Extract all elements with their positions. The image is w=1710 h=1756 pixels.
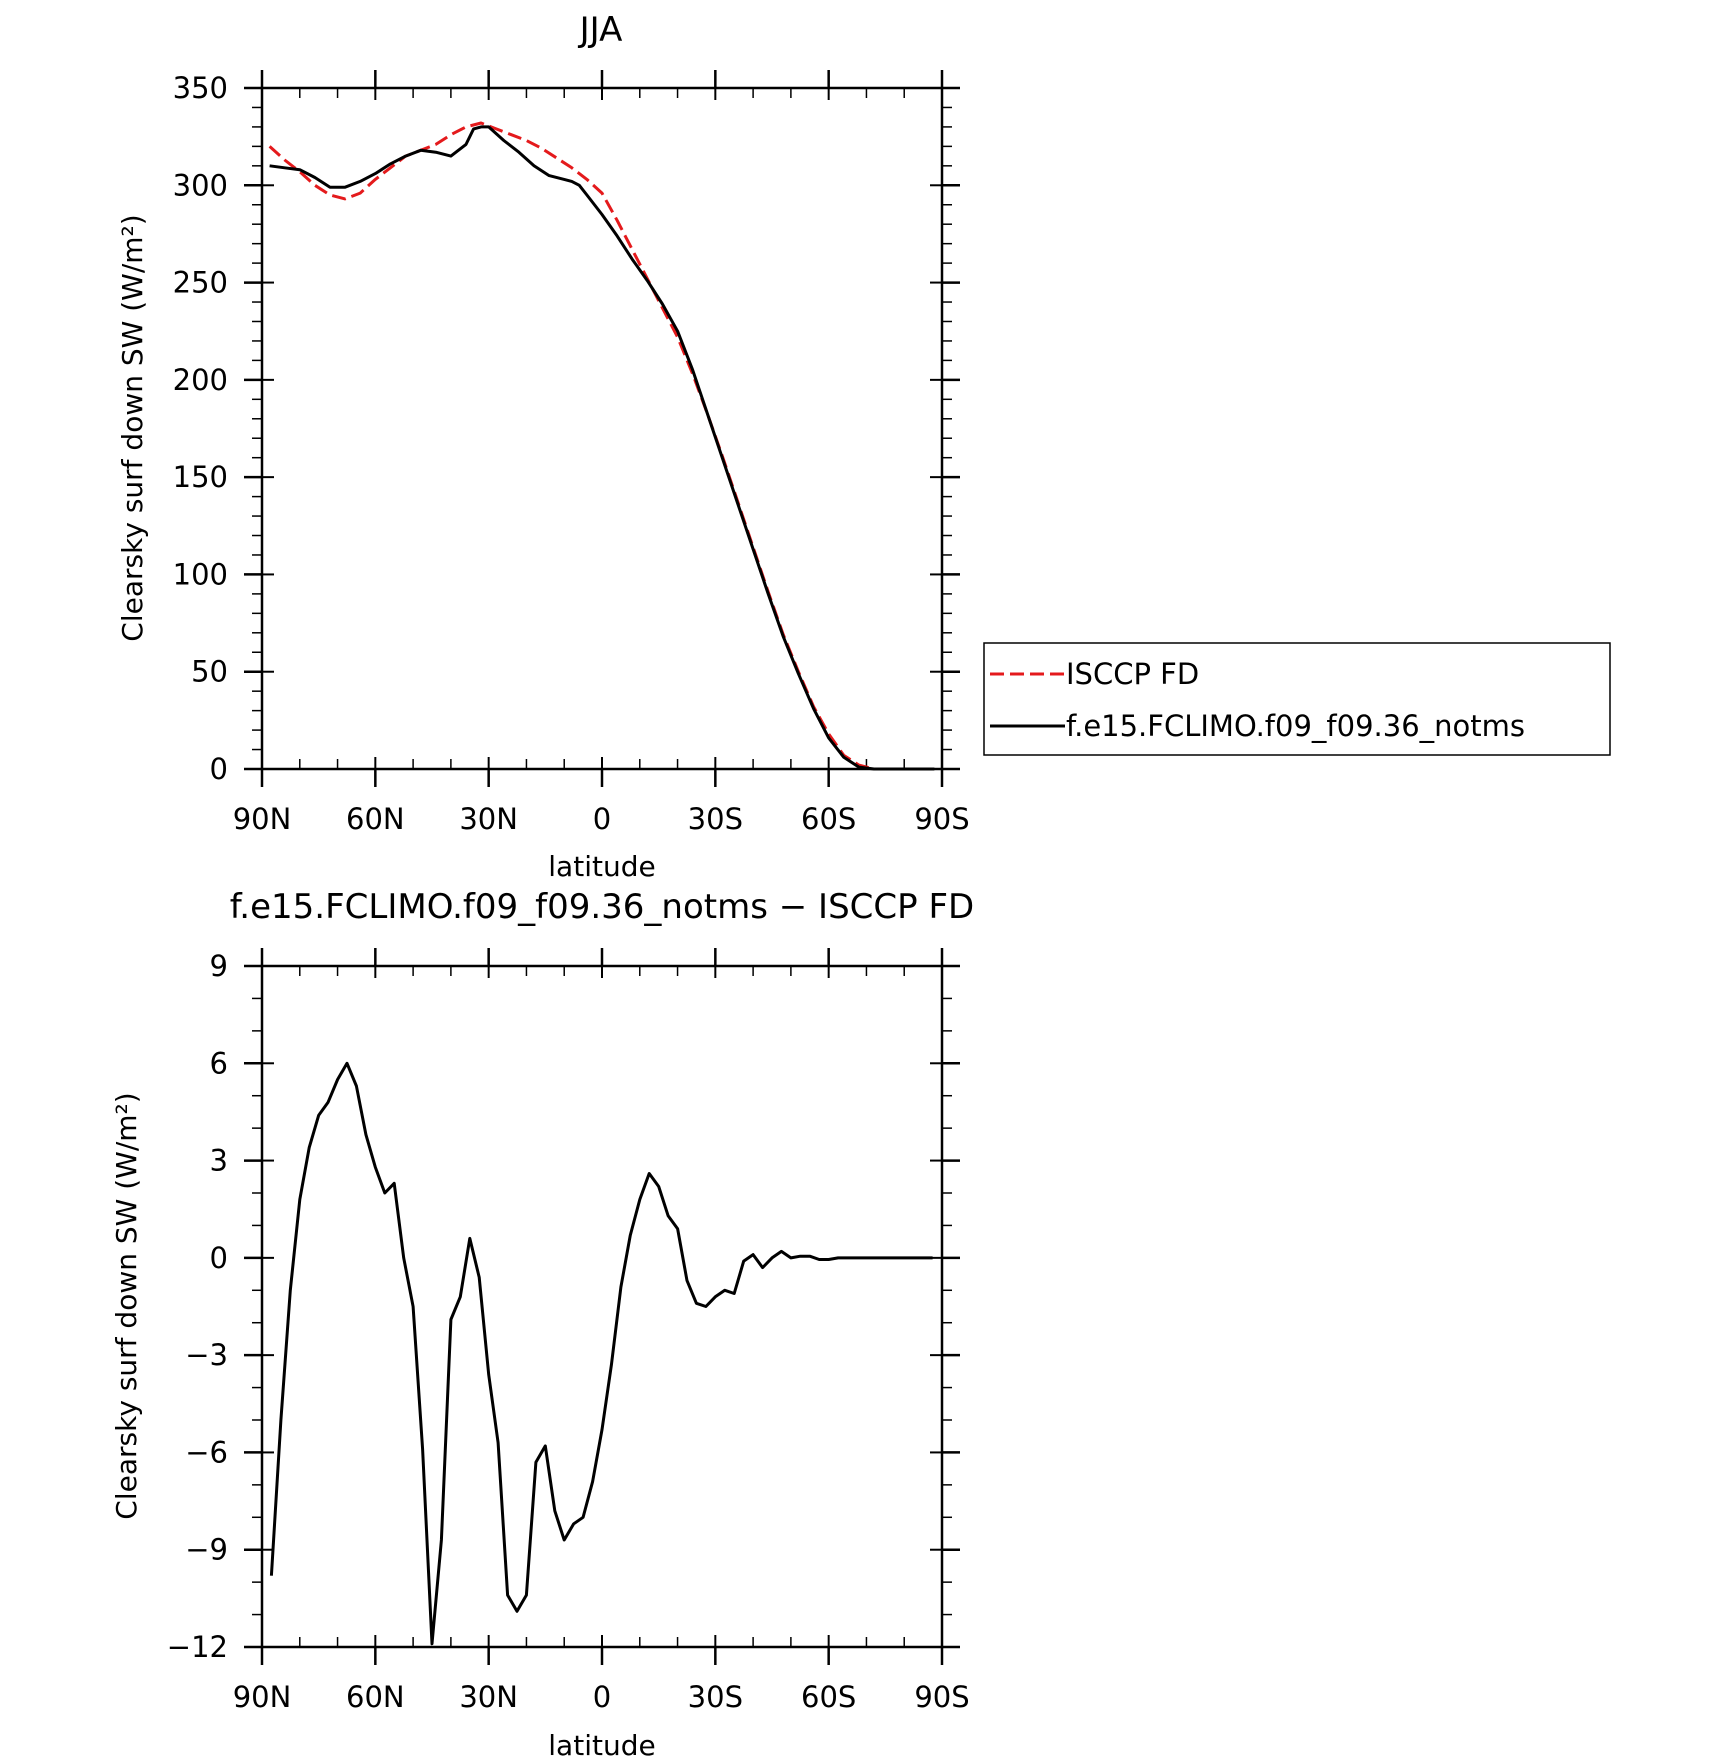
- series-lines-bottom: [269, 1061, 933, 1646]
- x-tick-label: 30N: [459, 802, 518, 836]
- x-tick-label: 0: [593, 802, 611, 836]
- series-line-isccp: [268, 121, 935, 771]
- panel-top: JJA 90N 60N 30N 0 30S 60S 90S 0 50 100 150 200 250 3…: [116, 10, 1611, 883]
- legend: ISCCP FD f.e15.FCLIMO.f09_f09.36_notms: [983, 642, 1611, 756]
- y-tick-label: −3: [185, 1338, 228, 1372]
- chart-title-top: JJA: [578, 10, 623, 50]
- x-tick-labels-bottom: 90N 60N 30N 0 30S 60S 90S: [233, 1680, 970, 1714]
- legend-label-model: f.e15.FCLIMO.f09_f09.36_notms: [1066, 709, 1525, 743]
- panel-bottom: f.e15.FCLIMO.f09_f09.36_notms − ISCCP FD…: [110, 887, 974, 1756]
- y-tick-label: 350: [173, 71, 228, 105]
- x-tick-label: 30N: [459, 1680, 518, 1714]
- major-ticks-top: [244, 70, 960, 787]
- y-tick-label: −12: [167, 1630, 228, 1664]
- x-tick-label: 90S: [914, 802, 969, 836]
- series-line-model: [269, 125, 935, 771]
- x-tick-label: 60N: [346, 1680, 405, 1714]
- y-tick-label: 150: [173, 460, 228, 494]
- y-tick-label: 50: [191, 655, 228, 689]
- y-tick-label: 200: [173, 363, 228, 397]
- series-line-difference: [269, 1061, 933, 1646]
- x-tick-label: 60S: [801, 1680, 856, 1714]
- y-tick-label: −6: [185, 1435, 228, 1469]
- minor-ticks-bottom: [252, 966, 952, 1647]
- y-tick-label: 6: [210, 1046, 228, 1080]
- y-tick-label: 0: [210, 1241, 228, 1275]
- x-tick-label: 90N: [233, 802, 292, 836]
- x-tick-label: 90S: [914, 1680, 969, 1714]
- y-tick-label: 3: [210, 1144, 228, 1178]
- x-axis-title-bottom: latitude: [548, 1729, 655, 1756]
- x-tick-label: 30S: [688, 1680, 743, 1714]
- y-axis-title-bottom: Clearsky surf down SW (W/m²): [110, 1092, 143, 1519]
- y-tick-label: 9: [210, 949, 228, 983]
- x-tick-label: 60S: [801, 802, 856, 836]
- minor-ticks-top: [252, 88, 952, 769]
- x-axis-title-top: latitude: [548, 850, 655, 883]
- plot-frame-bottom: [260, 964, 944, 1649]
- y-axis-title-top: Clearsky surf down SW (W/m²): [116, 214, 149, 641]
- y-tick-label: 100: [173, 557, 228, 591]
- plot-frame-top: [260, 86, 944, 771]
- legend-box: [983, 642, 1611, 756]
- chart-title-bottom: f.e15.FCLIMO.f09_f09.36_notms − ISCCP FD: [230, 887, 974, 927]
- y-tick-label: 0: [210, 752, 228, 786]
- x-tick-label: 60N: [346, 802, 405, 836]
- x-tick-label: 0: [593, 1680, 611, 1714]
- y-tick-label: 300: [173, 168, 228, 202]
- y-tick-labels-bottom: −12 −9 −6 −3 0 3 6 9: [167, 949, 228, 1664]
- y-tick-label: 250: [173, 266, 228, 300]
- x-tick-label: 90N: [233, 1680, 292, 1714]
- legend-label-isccp: ISCCP FD: [1066, 657, 1199, 691]
- major-ticks-bottom: [244, 948, 960, 1665]
- x-tick-label: 30S: [688, 802, 743, 836]
- x-tick-labels-top: 90N 60N 30N 0 30S 60S 90S: [233, 802, 970, 836]
- y-tick-label: −9: [185, 1533, 228, 1567]
- y-tick-labels-top: 0 50 100 150 200 250 300 350: [173, 71, 228, 786]
- series-lines-top: [268, 121, 935, 771]
